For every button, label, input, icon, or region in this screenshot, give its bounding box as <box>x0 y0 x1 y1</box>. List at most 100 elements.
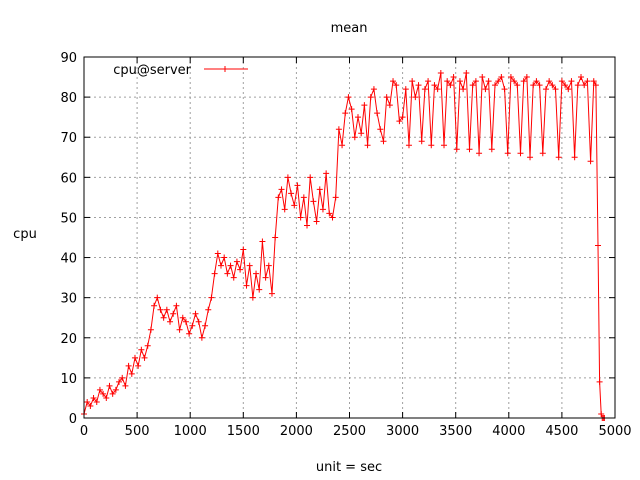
data-point-marker <box>163 306 170 313</box>
x-axis-label: unit = sec <box>316 460 382 475</box>
y-tick-label: 50 <box>60 211 77 226</box>
data-point-marker <box>262 274 269 281</box>
x-tick-label: 3000 <box>386 424 419 439</box>
x-tick-label: 5000 <box>598 424 631 439</box>
data-point-marker <box>558 78 565 85</box>
data-point-marker <box>205 306 212 313</box>
x-tick-label: 500 <box>125 424 150 439</box>
data-point-marker <box>186 330 193 337</box>
data-point-marker <box>598 410 605 417</box>
data-point-marker <box>128 370 135 377</box>
data-point-marker <box>189 322 196 329</box>
data-point-marker <box>358 130 365 137</box>
data-point-marker <box>565 86 572 93</box>
data-point-marker <box>447 82 454 89</box>
data-point-marker <box>272 234 279 241</box>
data-point-marker <box>409 78 416 85</box>
data-point-marker <box>469 82 476 89</box>
data-point-marker <box>437 70 444 77</box>
data-point-marker <box>590 78 597 85</box>
data-point-marker <box>581 82 588 89</box>
data-point-marker <box>125 362 132 369</box>
x-tick-label: 4500 <box>545 424 578 439</box>
data-point-marker <box>425 78 432 85</box>
data-point-marker <box>112 386 119 393</box>
data-point-marker <box>106 382 113 389</box>
data-point-marker <box>482 86 489 93</box>
data-point-marker <box>441 142 448 149</box>
data-point-marker <box>96 386 103 393</box>
data-point-marker <box>501 86 508 93</box>
data-point-marker <box>418 138 425 145</box>
data-point-marker <box>147 326 154 333</box>
data-point-marker <box>304 222 311 229</box>
data-point-marker <box>182 318 189 325</box>
data-point-marker <box>281 206 288 213</box>
y-tick-label: 40 <box>60 252 77 267</box>
data-point-marker <box>173 302 180 309</box>
data-point-marker <box>240 246 247 253</box>
data-point-marker <box>361 102 368 109</box>
data-point-marker <box>316 186 323 193</box>
data-point-marker <box>335 126 342 133</box>
data-point-marker <box>386 102 393 109</box>
data-point-marker <box>87 402 94 409</box>
data-point-marker <box>310 198 317 205</box>
data-point-marker <box>596 378 603 385</box>
data-point-marker <box>116 378 123 385</box>
data-point-marker <box>198 334 205 341</box>
data-point-marker <box>313 218 320 225</box>
data-point-marker <box>444 78 451 85</box>
data-point-marker <box>402 86 409 93</box>
data-point-marker <box>141 354 148 361</box>
data-point-marker <box>243 282 250 289</box>
y-tick-label: 20 <box>60 332 77 347</box>
data-point-marker <box>319 206 326 213</box>
data-point-marker <box>278 186 285 193</box>
data-point-marker <box>549 82 556 89</box>
data-point-marker <box>354 114 361 121</box>
x-tick-label: 1000 <box>174 424 207 439</box>
data-point-marker <box>342 110 349 117</box>
data-point-marker <box>377 126 384 133</box>
data-point-marker <box>472 78 479 85</box>
data-point-marker <box>476 150 483 157</box>
data-point-marker <box>421 86 428 93</box>
y-tick-label: 10 <box>60 372 77 387</box>
data-point-marker <box>323 170 330 177</box>
data-point-marker <box>348 106 355 113</box>
data-point-marker <box>176 326 183 333</box>
data-point-marker <box>390 78 397 85</box>
data-point-marker <box>536 82 543 89</box>
data-point-marker <box>119 374 126 381</box>
data-point-marker <box>249 294 256 301</box>
data-point-marker <box>170 310 177 317</box>
data-point-marker <box>214 250 221 257</box>
data-point-marker <box>122 382 129 389</box>
data-point-marker <box>246 262 253 269</box>
series-line <box>83 72 605 419</box>
data-point-marker <box>555 154 562 161</box>
data-point-marker <box>380 138 387 145</box>
data-point-marker <box>151 302 158 309</box>
y-tick-label: 90 <box>60 51 77 66</box>
data-point-marker <box>514 82 521 89</box>
data-point-marker <box>253 270 260 277</box>
data-point-marker <box>284 174 291 181</box>
data-point-marker <box>202 322 209 329</box>
data-point-marker <box>230 274 237 281</box>
data-point-marker <box>233 258 240 265</box>
data-point-marker <box>495 78 502 85</box>
data-point-marker <box>221 254 228 261</box>
data-point-marker <box>227 262 234 269</box>
x-tick-label: 4000 <box>492 424 525 439</box>
data-point-marker <box>217 262 224 269</box>
data-point-marker <box>339 142 346 149</box>
y-tick-label: 0 <box>69 412 77 427</box>
data-point-marker <box>237 266 244 273</box>
plot-frame <box>83 56 616 419</box>
data-point-marker <box>450 74 457 81</box>
data-point-marker <box>463 70 470 77</box>
data-point-marker <box>109 390 116 397</box>
